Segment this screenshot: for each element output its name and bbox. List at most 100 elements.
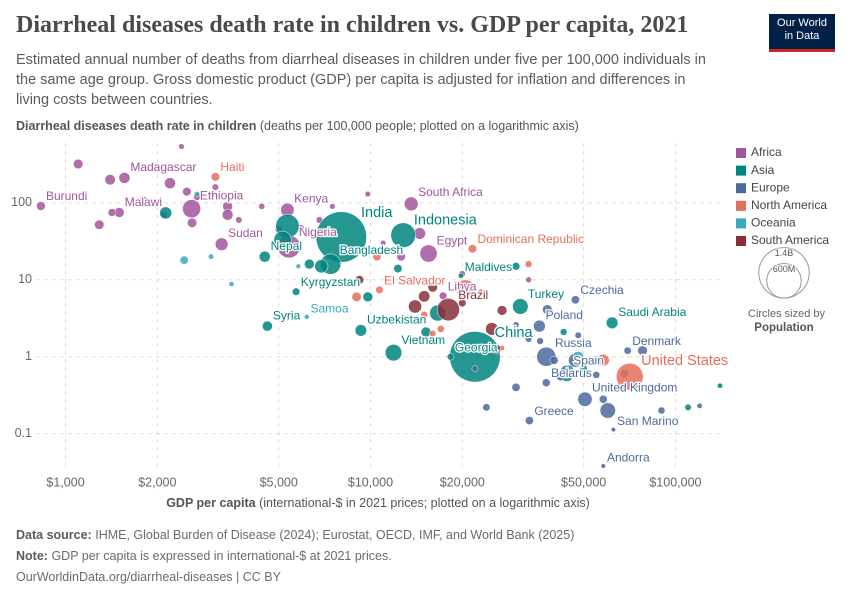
bubble: [525, 416, 534, 425]
logo-line: in Data: [784, 30, 820, 42]
bubble: [572, 351, 584, 363]
point-label: San Marino: [617, 414, 679, 428]
bubble: [291, 287, 301, 296]
bubble: [485, 322, 499, 336]
bubble: [384, 344, 403, 362]
bubble: [354, 324, 367, 337]
size-legend-variable: Population: [754, 322, 813, 334]
legend-label: Oceania: [751, 216, 796, 230]
x-axis-title-main: GDP per capita: [166, 496, 256, 510]
bubble: [194, 191, 201, 198]
bubble: [329, 203, 336, 210]
y-axis-title-main: Diarrheal diseases death rate in childre…: [16, 119, 256, 133]
bubble: [393, 264, 403, 274]
x-tick-label: $10,000: [348, 475, 393, 489]
legend-label: North America: [751, 198, 827, 212]
bubble: [315, 211, 367, 263]
bubble: [577, 391, 593, 407]
point-label: Andorra: [607, 451, 650, 465]
legend-label: South America: [751, 233, 829, 247]
size-legend-label: 600M: [773, 264, 796, 274]
bubble: [458, 272, 464, 279]
bubble: [512, 321, 520, 329]
bubble: [159, 206, 173, 220]
x-axis-title-note: (international-$ in 2021 prices; plotted…: [259, 496, 590, 510]
point-label: Poland: [546, 308, 583, 322]
bubble: [304, 314, 310, 320]
bubble: [210, 172, 220, 182]
bubble: [536, 337, 544, 345]
logo[interactable]: Our World in Data: [769, 14, 835, 52]
bubble: [717, 382, 723, 389]
bubble: [458, 298, 467, 308]
bubble: [420, 311, 429, 319]
point-label: South Africa: [418, 185, 483, 199]
legend-swatch: [736, 200, 746, 211]
point-label: Malawi: [125, 195, 162, 209]
point-label: Bangladesh: [340, 243, 403, 257]
bubble: [228, 281, 235, 287]
point-label: Burundi: [46, 189, 87, 203]
legend-swatch: [736, 236, 746, 246]
point-label: Ethiopia: [200, 189, 244, 203]
bubble: [408, 299, 422, 314]
bubble: [436, 325, 445, 333]
bubble: [511, 262, 521, 271]
bubble: [533, 319, 546, 333]
bubble: [456, 279, 475, 299]
bubble: [427, 282, 438, 293]
bubble: [273, 230, 292, 249]
bubble: [684, 403, 692, 411]
bubble: [179, 255, 189, 265]
bubble: [235, 216, 243, 224]
point-label: United Kingdom: [592, 380, 677, 394]
footer-text: GDP per capita is expressed in internati…: [51, 549, 392, 563]
points: [36, 143, 723, 469]
bubble: [295, 263, 301, 269]
footer-source: Data source: IHME, Global Burden of Dise…: [16, 528, 574, 542]
point-label: Haiti: [220, 160, 244, 174]
bubble: [496, 305, 508, 316]
bubble: [375, 285, 384, 294]
footer-url[interactable]: OurWorldinData.org/diarrheal-diseases | …: [16, 570, 281, 584]
bubble: [404, 196, 419, 212]
bubble: [364, 191, 371, 198]
bubble: [372, 252, 382, 262]
point-label: Samoa: [310, 301, 348, 315]
y-tick-label: 0.1: [15, 426, 32, 440]
bubble: [362, 291, 374, 303]
point-label: Syria: [273, 309, 301, 323]
bubble: [467, 244, 477, 254]
bubble: [221, 209, 234, 221]
size-legend-title: Circles sized by: [748, 308, 826, 320]
bubble: [599, 402, 616, 419]
point-label: Indonesia: [414, 212, 478, 228]
bubble: [258, 203, 266, 210]
point-label: Nigeria: [299, 225, 337, 239]
point-label: Libya: [448, 279, 477, 293]
bubble: [556, 372, 565, 382]
x-tick-label: $2,000: [138, 475, 176, 489]
footer-key: Note:: [16, 549, 48, 563]
legend-label: Africa: [751, 145, 782, 159]
point-label: Egypt: [437, 234, 468, 248]
bubble: [104, 174, 116, 186]
bubble: [262, 320, 273, 332]
y-tick-label: 100: [11, 195, 32, 209]
bubble: [592, 371, 601, 379]
x-tick-label: $100,000: [649, 475, 701, 489]
bubble: [418, 290, 431, 303]
bubble: [565, 364, 574, 373]
bubble: [579, 364, 588, 373]
bubble: [623, 346, 632, 355]
y-tick-label: 1: [25, 349, 32, 363]
legend-label: Europe: [751, 180, 790, 194]
point-label: Russia: [555, 336, 592, 350]
bubble: [525, 276, 532, 283]
bubble: [524, 260, 533, 268]
bubble: [351, 291, 362, 302]
y-axis-title-note: (deaths per 100,000 people; plotted on a…: [260, 119, 579, 133]
bubble: [94, 219, 105, 230]
point-label: Georgia: [455, 341, 498, 355]
point-label: Greece: [534, 404, 574, 418]
